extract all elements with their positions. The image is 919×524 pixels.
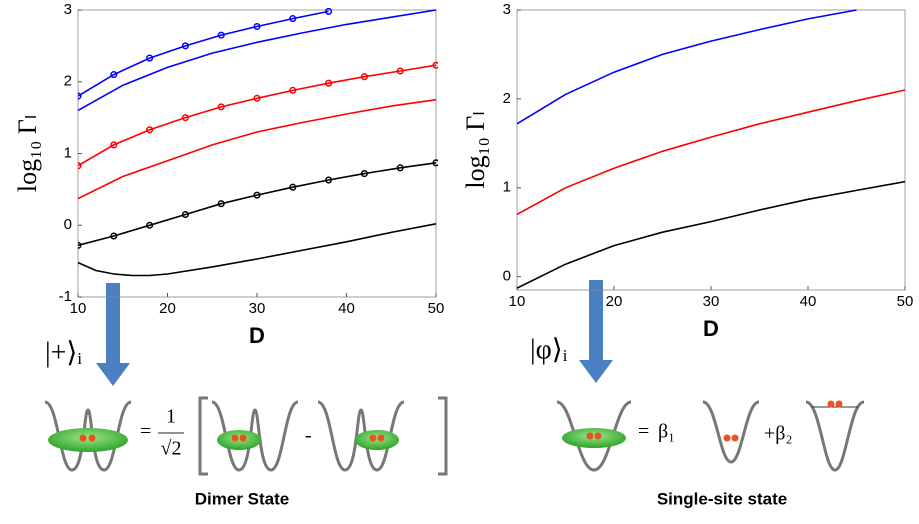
marker — [181, 114, 189, 122]
caption: Single-site state — [657, 489, 787, 508]
marker — [146, 54, 154, 62]
x-tick-label: 50 — [428, 300, 445, 317]
marker — [217, 103, 225, 111]
plot-frame — [516, 9, 906, 291]
marker — [289, 86, 297, 94]
y-axis-label: log₁₀ Γₗ — [461, 111, 490, 188]
x-tick-label: 20 — [159, 300, 176, 317]
marker — [289, 15, 297, 23]
coefficient: β₁ — [658, 421, 675, 443]
line-series — [78, 10, 329, 97]
minus: - — [305, 425, 312, 447]
x-tick-label: 30 — [703, 293, 720, 310]
x-axis-label: D — [703, 316, 719, 341]
marker — [110, 71, 118, 79]
x-axis-label: D — [249, 323, 265, 348]
marker — [78, 241, 82, 249]
single-well — [556, 400, 865, 472]
marker — [432, 61, 438, 69]
x-tick-label: 30 — [249, 300, 266, 317]
marker — [325, 176, 333, 184]
marker — [253, 191, 261, 199]
marker — [396, 164, 404, 172]
marker — [253, 94, 261, 102]
arrow — [96, 280, 613, 386]
y-tick-label: 1 — [503, 179, 511, 196]
marker — [181, 210, 189, 219]
ket-label: |+⟩ᵢ — [45, 337, 82, 368]
y-tick-label: 3 — [503, 1, 511, 18]
marker — [146, 221, 154, 229]
marker — [217, 31, 225, 39]
y-tick-label: -1 — [59, 288, 72, 305]
y-tick-label: 2 — [64, 73, 72, 90]
y-tick-label: 3 — [64, 1, 72, 18]
line-series — [78, 9, 437, 112]
y-tick-label: 0 — [64, 216, 72, 233]
marker — [110, 232, 118, 240]
x-tick-label: 40 — [338, 300, 355, 317]
double-well — [44, 396, 448, 476]
marker — [110, 141, 118, 149]
line-series — [78, 162, 437, 247]
coefficient: +β₂ — [764, 423, 792, 445]
x-tick-label: 10 — [70, 300, 87, 317]
marker — [146, 126, 154, 134]
line-series — [517, 9, 857, 125]
ket-label: |φ⟩ᵢ — [530, 334, 568, 365]
equals: = — [140, 421, 151, 443]
line-series — [78, 64, 437, 167]
caption: Dimer State — [195, 489, 289, 508]
y-tick-label: 1 — [64, 144, 72, 161]
marker — [181, 42, 189, 50]
plot-frame — [77, 9, 437, 298]
marker — [360, 73, 368, 81]
line-series — [78, 98, 437, 200]
marker — [78, 92, 82, 100]
equals: = — [638, 421, 649, 443]
plot-area — [517, 9, 906, 289]
marker — [325, 8, 333, 15]
marker — [396, 67, 404, 75]
denominator: √2 — [161, 438, 182, 460]
y-tick-label: 2 — [503, 90, 511, 107]
line-series — [517, 180, 906, 289]
marker — [289, 183, 297, 191]
numerator: 1 — [166, 406, 176, 428]
line-series — [78, 223, 437, 277]
plot-area — [78, 8, 438, 277]
marker — [360, 170, 368, 178]
x-tick-label: 40 — [800, 293, 817, 310]
x-tick-label: 10 — [509, 293, 526, 310]
x-tick-label: 50 — [897, 293, 914, 310]
x-tick-label: 20 — [606, 293, 623, 310]
marker — [253, 22, 261, 31]
marker — [432, 159, 438, 167]
marker — [325, 79, 333, 87]
marker — [78, 162, 82, 170]
y-axis-label: log₁₀ Γₗ — [13, 115, 42, 192]
y-tick-label: 0 — [503, 268, 511, 285]
line-series — [517, 89, 906, 216]
marker — [217, 200, 225, 208]
